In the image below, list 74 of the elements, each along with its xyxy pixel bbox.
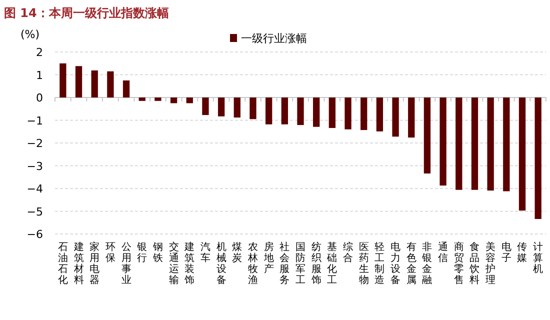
x-tick-label: 建筑装饰 <box>184 241 195 286</box>
y-tick-label: −1 <box>26 114 43 128</box>
bar <box>487 98 494 191</box>
y-tick-label: 2 <box>36 46 43 59</box>
y-tick-label: 0 <box>36 92 43 104</box>
y-tick-label: −3 <box>26 160 43 173</box>
bar <box>202 98 209 116</box>
x-tick-label: 有色金属 <box>406 241 416 286</box>
x-tick-label: 通信 <box>438 241 448 264</box>
bar <box>218 98 225 116</box>
x-tick-label: 农林牧渔 <box>246 242 258 286</box>
x-tick-label: 基础化工 <box>326 241 338 286</box>
x-tick-label: 交通运输 <box>168 241 179 286</box>
bar <box>456 98 462 190</box>
x-tick-label: 环保 <box>105 242 116 264</box>
bar <box>250 98 256 120</box>
y-tick-label: −4 <box>26 182 43 196</box>
x-tick-label: 电力设备 <box>390 241 401 286</box>
bar <box>408 98 415 138</box>
bar <box>424 98 431 174</box>
bar <box>297 98 304 126</box>
x-tick-label: 机械设备 <box>216 241 226 286</box>
x-tick-label: 电子 <box>501 241 512 264</box>
x-tick-label: 建筑材料 <box>72 241 84 286</box>
bar <box>503 98 510 192</box>
x-tick-label: 计算机 <box>533 241 544 275</box>
bar <box>360 98 368 130</box>
bar <box>344 98 352 130</box>
x-tick-label: 公用事业 <box>121 241 132 286</box>
x-tick-label: 美容护理 <box>484 241 496 286</box>
x-tick-label: 汽车 <box>200 241 210 264</box>
x-tick-label: 综合 <box>343 241 354 264</box>
y-tick-label: −2 <box>26 137 43 150</box>
y-tick-label: −6 <box>26 228 43 241</box>
bar <box>392 98 399 137</box>
bar <box>60 63 66 98</box>
x-tick-label: 房地产 <box>262 241 274 275</box>
x-tick-label: 社会服务 <box>280 241 290 286</box>
bar <box>107 71 114 98</box>
x-tick-label: 钢铁 <box>152 242 163 264</box>
bar <box>186 98 193 104</box>
bar <box>518 98 526 211</box>
x-tick-label: 轻工制造 <box>374 241 385 286</box>
x-tick-label: 医药生物 <box>358 242 369 286</box>
bar <box>471 98 478 190</box>
x-tick-label: 石油石化 <box>58 242 68 286</box>
bar <box>328 98 336 128</box>
y-tick-label: −5 <box>26 205 43 218</box>
bar <box>154 98 162 101</box>
x-tick-label: 煤炭 <box>232 241 242 264</box>
y-axis-title: (%) <box>20 28 40 41</box>
bar <box>91 70 98 98</box>
x-tick-label: 非银金融 <box>421 241 432 286</box>
x-tick-label: 国防军工 <box>296 242 306 286</box>
x-tick-label: 食品饮料 <box>468 241 480 286</box>
bar <box>234 98 240 118</box>
bar <box>281 98 288 124</box>
bar <box>376 98 384 132</box>
y-tick-label: 1 <box>36 68 43 82</box>
legend-label: 一级行业涨幅 <box>241 32 307 45</box>
x-tick-label: 纺织服饰 <box>310 241 322 286</box>
bar <box>265 98 272 124</box>
bar <box>534 98 542 219</box>
bar <box>313 98 320 127</box>
bar <box>122 80 130 98</box>
bar <box>138 98 146 101</box>
bar <box>440 98 446 186</box>
x-tick-label: 家用电器 <box>90 241 100 286</box>
chart-title: 图 14：本周一级行业指数涨幅 <box>4 6 169 20</box>
x-tick-label: 银行 <box>136 242 148 264</box>
bar <box>75 66 82 98</box>
bar <box>170 98 178 104</box>
x-tick-label: 传媒 <box>517 242 528 264</box>
x-tick-label: 商贸零售 <box>454 241 464 286</box>
